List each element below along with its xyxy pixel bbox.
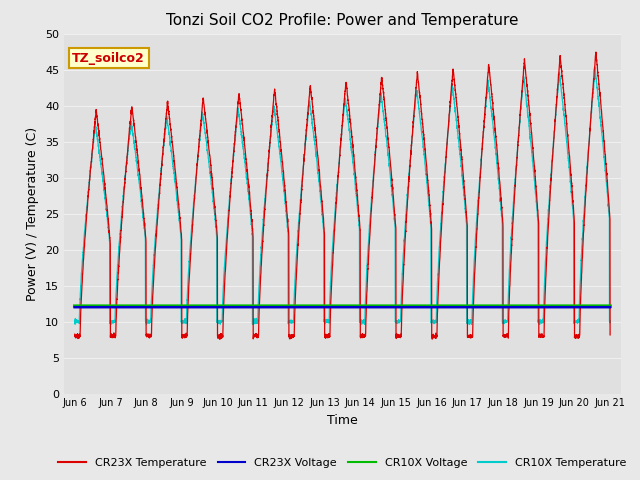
Text: TZ_soilco2: TZ_soilco2 <box>72 51 145 65</box>
Y-axis label: Power (V) / Temperature (C): Power (V) / Temperature (C) <box>26 127 40 300</box>
Title: Tonzi Soil CO2 Profile: Power and Temperature: Tonzi Soil CO2 Profile: Power and Temper… <box>166 13 518 28</box>
X-axis label: Time: Time <box>327 414 358 427</box>
Legend: CR23X Temperature, CR23X Voltage, CR10X Voltage, CR10X Temperature: CR23X Temperature, CR23X Voltage, CR10X … <box>54 453 631 472</box>
